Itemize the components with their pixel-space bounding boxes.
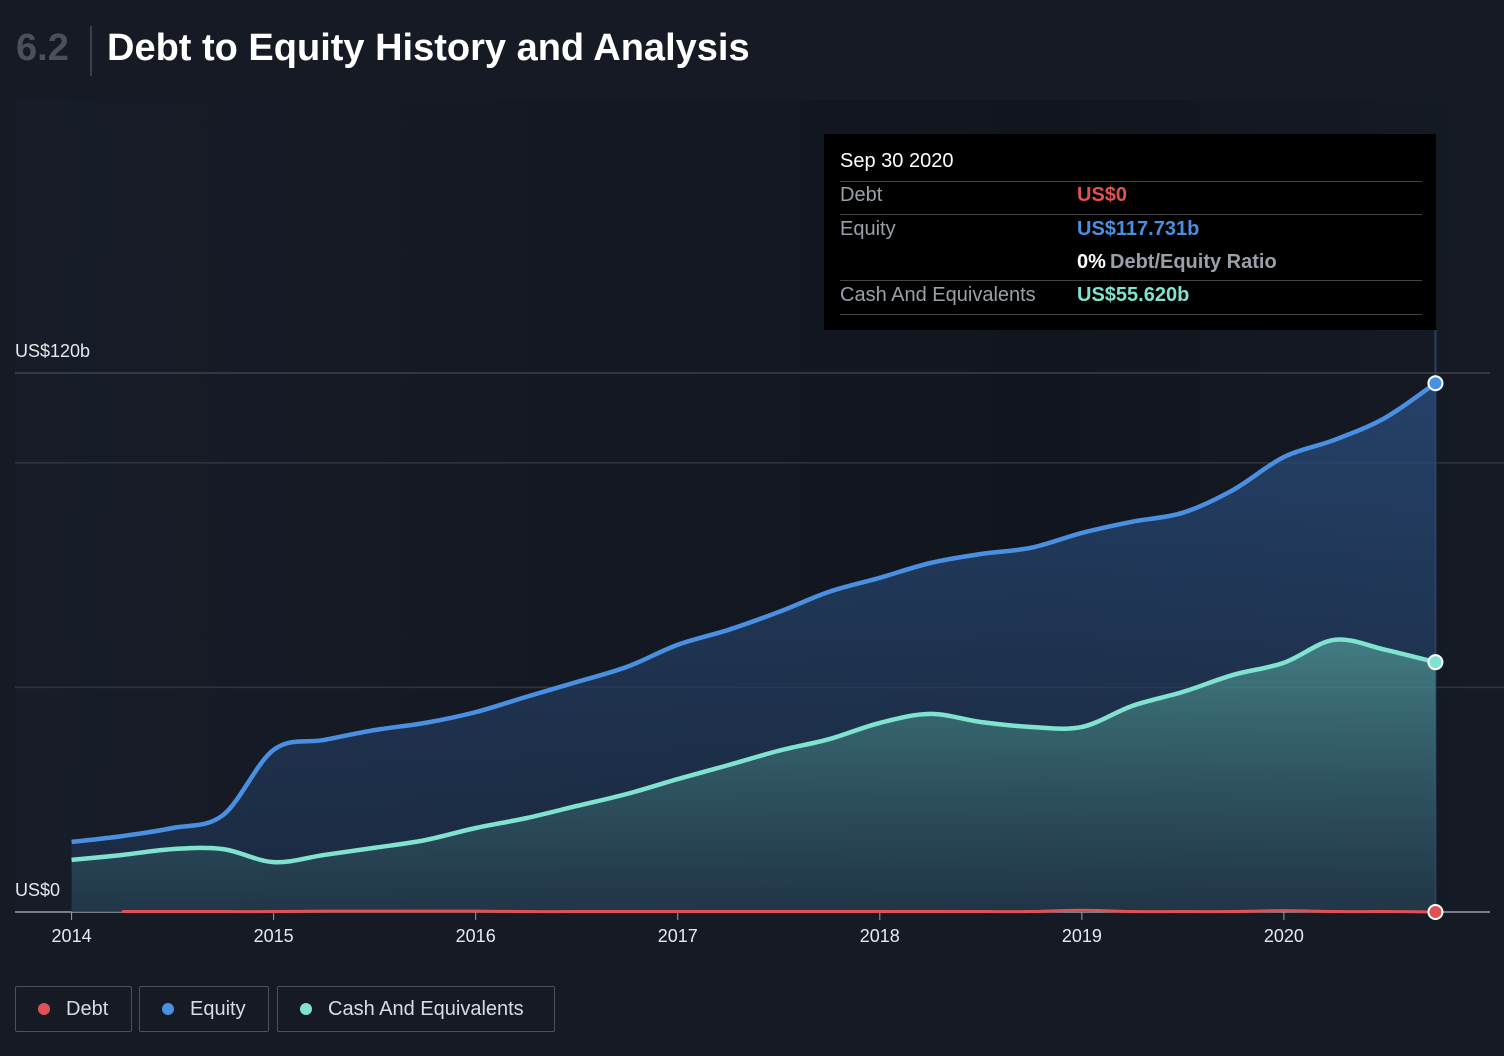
legend-cash[interactable]: Cash And Equivalents [277,986,555,1032]
x-tick-label: 2017 [658,926,698,946]
legend-swatch [38,1003,50,1015]
x-tick-label: 2020 [1264,926,1304,946]
tooltip-date: Sep 30 2020 [840,150,954,172]
end-marker [1427,904,1444,920]
end-marker [1427,375,1444,392]
end-marker [1427,654,1444,671]
x-tick-label: 2018 [860,926,900,946]
legend-label: Cash And Equivalents [328,997,524,1020]
legend-label: Equity [190,997,246,1020]
x-tick-label: 2019 [1062,926,1102,946]
legend-equity[interactable]: Equity [139,986,269,1032]
x-tick-label: 2016 [456,926,496,946]
tooltip-label: Equity [840,218,896,240]
tooltip-value: US$117.731b [1077,218,1200,240]
y-tick-label: US$0 [15,880,60,900]
line [71,381,1437,845]
y-tick-label: US$120b [15,341,90,361]
x-tick-label: 2014 [52,926,92,946]
tooltip-separator [840,280,1422,281]
tooltip-label: Cash And Equivalents [840,284,1036,306]
ratio-value: 0% [1077,251,1106,273]
section-number: 6.2 [16,27,69,69]
legend-label: Debt [66,997,109,1020]
legend-swatch [162,1003,174,1015]
title: Debt to Equity History and Analysis [107,27,750,69]
tooltip-separator [840,314,1422,315]
tooltip-separator [840,214,1422,215]
tooltip: Sep 30 2020 Debt US$0 Equity US$117.731b Cas… [824,134,1436,330]
line [122,908,1436,914]
line [71,637,1436,865]
legend-swatch [300,1003,312,1015]
x-tick-label: 2015 [254,926,294,946]
tooltip-value: US$55.620b [1077,284,1190,306]
legend-debt[interactable]: Debt [15,986,132,1032]
tooltip-value: US$0 [1077,184,1128,206]
tooltip-separator [840,181,1422,182]
ratio-label: Debt/Equity Ratio [1110,251,1277,273]
tooltip-label: Debt [840,184,883,206]
